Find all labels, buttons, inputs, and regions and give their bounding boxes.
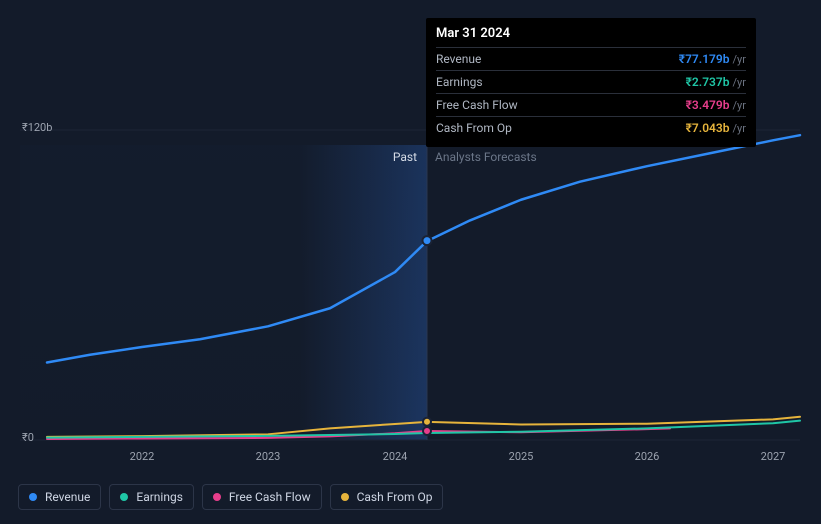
legend-dot-icon	[29, 493, 37, 501]
legend-label: Cash From Op	[357, 490, 433, 504]
x-axis-label: 2023	[256, 450, 281, 463]
x-axis-label: 2025	[509, 450, 534, 463]
legend-item-cash-from-op[interactable]: Cash From Op	[330, 484, 444, 510]
tooltip-row-label: Free Cash Flow	[436, 98, 518, 112]
tooltip-rows: Revenue ₹77.179b/yr Earnings ₹2.737b/yr Free…	[436, 47, 746, 139]
legend-dot-icon	[120, 493, 128, 501]
tooltip-row-value: ₹2.737b/yr	[686, 75, 746, 89]
tooltip-row-value: ₹77.179b/yr	[679, 52, 746, 66]
legend-label: Revenue	[45, 490, 90, 504]
tooltip-row: Revenue ₹77.179b/yr	[436, 47, 746, 70]
y-axis-label: ₹0	[22, 431, 34, 444]
legend-dot-icon	[213, 493, 221, 501]
forecast-region-label: Analysts Forecasts	[435, 150, 537, 164]
financials-forecast-chart: Past Analysts Forecasts Mar 31 2024 Reve…	[0, 0, 821, 524]
x-axis-label: 2022	[130, 450, 155, 463]
y-axis-label: ₹120b	[22, 121, 52, 134]
tooltip-row-label: Cash From Op	[436, 121, 512, 135]
tooltip-row-label: Earnings	[436, 75, 483, 89]
tooltip-row-label: Revenue	[436, 52, 481, 66]
chart-tooltip: Mar 31 2024 Revenue ₹77.179b/yr Earnings ₹2…	[426, 18, 756, 147]
tooltip-row-value: ₹7.043b/yr	[686, 121, 746, 135]
x-axis-label: 2026	[635, 450, 660, 463]
legend-dot-icon	[341, 493, 349, 501]
x-axis-label: 2024	[383, 450, 408, 463]
tooltip-row: Earnings ₹2.737b/yr	[436, 70, 746, 93]
tooltip-row: Cash From Op ₹7.043b/yr	[436, 116, 746, 139]
legend-item-revenue[interactable]: Revenue	[18, 484, 101, 510]
legend-item-earnings[interactable]: Earnings	[109, 484, 194, 510]
legend-label: Free Cash Flow	[229, 490, 311, 504]
tooltip-row: Free Cash Flow ₹3.479b/yr	[436, 93, 746, 116]
tooltip-row-value: ₹3.479b/yr	[686, 98, 746, 112]
legend-item-free-cash-flow[interactable]: Free Cash Flow	[202, 484, 322, 510]
chart-legend: Revenue Earnings Free Cash Flow Cash From O…	[18, 484, 443, 510]
x-axis-label: 2027	[761, 450, 786, 463]
tooltip-date: Mar 31 2024	[436, 26, 746, 47]
legend-label: Earnings	[136, 490, 183, 504]
past-region-label: Past	[367, 150, 417, 164]
